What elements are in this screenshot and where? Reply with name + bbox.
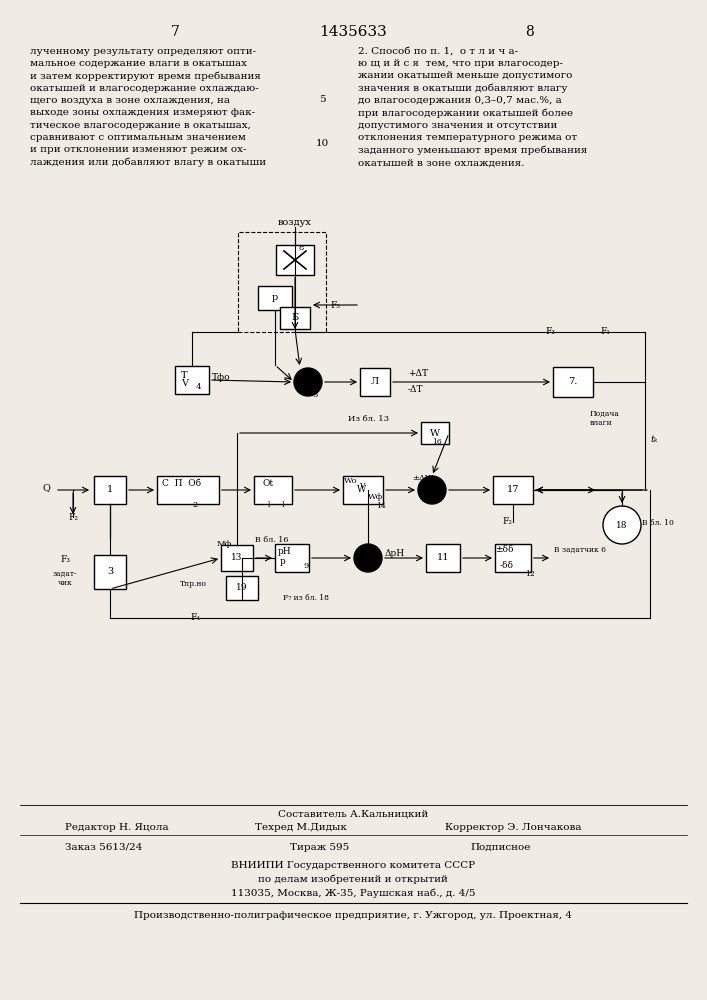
Text: 5: 5 xyxy=(312,391,317,399)
Text: F₇ из бл. 18: F₇ из бл. 18 xyxy=(283,594,329,602)
Text: Подача
влаги: Подача влаги xyxy=(590,409,620,427)
Text: 2: 2 xyxy=(192,501,197,509)
Text: 3: 3 xyxy=(107,568,113,576)
Text: Оt: Оt xyxy=(263,480,274,488)
Text: 8: 8 xyxy=(525,25,534,39)
Text: лученному результату определяют опти-
мальное содержание влаги в окатышах
и зате: лученному результату определяют опти- ма… xyxy=(30,47,266,167)
Text: 1435633: 1435633 xyxy=(319,25,387,39)
Text: 2. Способ по п. 1,  о т л и ч а-
ю щ и й с я  тем, что при влагосодер-
жании ока: 2. Способ по п. 1, о т л и ч а- ю щ и й … xyxy=(358,47,588,168)
Bar xyxy=(280,307,310,329)
Text: 7: 7 xyxy=(170,25,180,39)
Text: рН: рН xyxy=(278,548,291,556)
Text: 7.: 7. xyxy=(568,377,578,386)
Text: Подписное: Подписное xyxy=(470,843,530,852)
Text: Тфо: Тфо xyxy=(212,373,230,382)
Text: Wф: Wф xyxy=(368,493,383,501)
Text: Производственно-полиграфическое предприятие, г. Ужгород, ул. Проектная, 4: Производственно-полиграфическое предприя… xyxy=(134,911,572,920)
Circle shape xyxy=(354,544,382,572)
Text: F₃: F₃ xyxy=(545,328,555,336)
Text: 12: 12 xyxy=(525,570,534,578)
Text: р: р xyxy=(280,558,286,566)
Text: 9: 9 xyxy=(304,562,310,570)
Text: В бл. 16: В бл. 16 xyxy=(255,536,288,544)
Text: 113035, Москва, Ж-35, Раушская наб., д. 4/5: 113035, Москва, Ж-35, Раушская наб., д. … xyxy=(230,889,475,898)
Text: 17: 17 xyxy=(507,486,519,494)
Text: Л: Л xyxy=(371,377,379,386)
Text: Тпр.но: Тпр.но xyxy=(180,580,207,588)
Text: V: V xyxy=(359,482,365,490)
Text: F₅: F₅ xyxy=(330,300,340,310)
Text: l     l: l l xyxy=(268,501,285,509)
Text: W: W xyxy=(357,485,366,493)
Text: 11: 11 xyxy=(437,554,449,562)
Text: Q: Q xyxy=(42,484,50,492)
Text: V: V xyxy=(181,378,188,387)
Text: Из бл. 13: Из бл. 13 xyxy=(348,415,389,423)
Bar xyxy=(254,476,292,504)
Bar xyxy=(495,544,531,572)
Text: воздух: воздух xyxy=(278,218,312,227)
Bar xyxy=(360,368,390,396)
Text: Техред М.Дидык: Техред М.Дидык xyxy=(255,823,347,832)
Text: задат-
чик: задат- чик xyxy=(53,569,77,587)
Bar xyxy=(276,245,314,275)
Text: F₁: F₁ xyxy=(600,328,610,336)
Text: Редактор Н. Яцола: Редактор Н. Яцола xyxy=(65,823,169,832)
Text: Мф: Мф xyxy=(217,540,233,548)
Text: В бл. 10: В бл. 10 xyxy=(642,519,674,527)
Bar xyxy=(275,544,309,572)
Bar xyxy=(426,544,460,572)
Text: ±ΔW: ±ΔW xyxy=(412,474,433,482)
Circle shape xyxy=(418,476,446,504)
Circle shape xyxy=(294,368,322,396)
Text: ΔрН: ΔрН xyxy=(385,550,405,558)
Text: 10: 10 xyxy=(315,139,329,148)
Bar xyxy=(94,555,126,589)
Text: W: W xyxy=(430,428,440,438)
Circle shape xyxy=(603,506,641,544)
Bar xyxy=(553,367,593,397)
Text: 18: 18 xyxy=(617,520,628,530)
Text: 8: 8 xyxy=(299,244,305,252)
Bar xyxy=(238,232,326,332)
Text: F₃: F₃ xyxy=(60,556,70,564)
Bar xyxy=(157,476,219,504)
Text: В задатчик 6: В задатчик 6 xyxy=(554,546,606,554)
Text: р: р xyxy=(272,294,278,302)
Bar xyxy=(175,366,209,394)
Text: Wо: Wо xyxy=(344,477,358,485)
Bar xyxy=(493,476,533,504)
Text: F₄: F₄ xyxy=(190,613,200,622)
Text: 14: 14 xyxy=(376,502,386,510)
Text: С  П  Об: С П Об xyxy=(162,480,201,488)
Text: Составитель А.Кальницкий: Составитель А.Кальницкий xyxy=(278,809,428,818)
Text: F₂: F₂ xyxy=(68,512,78,522)
Bar xyxy=(226,576,258,600)
Text: 13: 13 xyxy=(231,554,243,562)
Text: F₂: F₂ xyxy=(502,518,512,526)
Text: Корректор Э. Лончакова: Корректор Э. Лончакова xyxy=(445,823,581,832)
Bar xyxy=(221,545,253,571)
Text: -ΔТ: -ΔТ xyxy=(408,385,423,394)
Text: -δδ: -δδ xyxy=(500,562,514,570)
Text: tₖ: tₖ xyxy=(650,436,658,444)
Bar xyxy=(94,476,126,504)
Text: 1: 1 xyxy=(107,486,113,494)
Text: 4: 4 xyxy=(196,383,201,391)
Text: +ΔТ: +ΔТ xyxy=(408,369,428,378)
Text: ВНИИПИ Государственного комитета СССР: ВНИИПИ Государственного комитета СССР xyxy=(231,861,475,870)
Bar xyxy=(258,286,292,310)
Text: Заказ 5613/24: Заказ 5613/24 xyxy=(65,843,142,852)
Text: ±δδ: ±δδ xyxy=(495,546,513,554)
Text: 5: 5 xyxy=(319,96,325,104)
Bar xyxy=(343,476,383,504)
Text: по делам изобретений и открытий: по делам изобретений и открытий xyxy=(258,875,448,884)
Text: 16: 16 xyxy=(432,438,442,446)
Text: Т: Т xyxy=(181,370,187,379)
Text: 19: 19 xyxy=(236,584,247,592)
Text: Б: Б xyxy=(291,314,298,322)
Text: Тираж 595: Тираж 595 xyxy=(290,843,349,852)
Bar xyxy=(421,422,449,444)
